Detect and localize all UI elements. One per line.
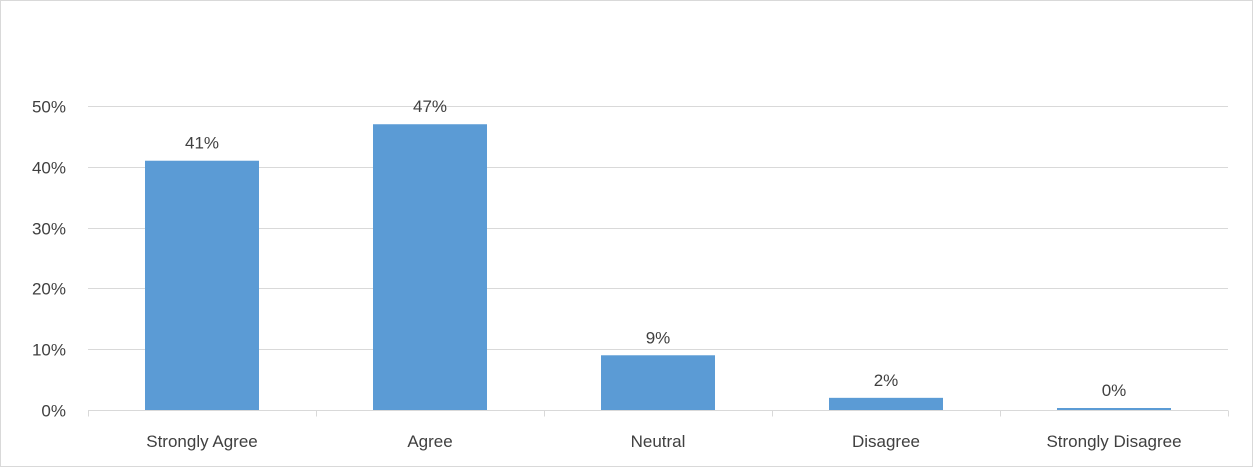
bar (829, 397, 943, 410)
y-tick-label: 50% (32, 98, 66, 117)
y-tick-label: 20% (32, 280, 66, 299)
data-label: 0% (1102, 381, 1127, 400)
data-label: 9% (646, 328, 671, 347)
y-tick-label: 10% (32, 341, 66, 360)
data-label: 47% (413, 97, 447, 116)
bar (1057, 408, 1171, 410)
y-tick-label: 40% (32, 159, 66, 178)
y-axis-tick-labels: 0% 10% 20% 30% 40% 50% (32, 98, 66, 421)
x-tick-label: Disagree (852, 432, 920, 451)
gridlines (88, 106, 1228, 350)
bar (145, 160, 259, 410)
y-tick-label: 0% (41, 402, 66, 421)
x-tick-label: Agree (407, 432, 452, 451)
x-tick-label: Strongly Disagree (1046, 432, 1181, 451)
x-tick-label: Strongly Agree (146, 432, 258, 451)
y-tick-label: 30% (32, 220, 66, 239)
x-tick-label: Neutral (631, 432, 686, 451)
x-axis: Strongly Agree Agree Neutral Disagree Strong… (88, 410, 1229, 451)
bar (373, 124, 487, 411)
data-label: 2% (874, 371, 899, 390)
data-label: 41% (185, 134, 219, 153)
bar (601, 355, 715, 410)
bars (145, 124, 1171, 411)
data-labels: 41% 47% 9% 2% 0% (185, 97, 1126, 400)
